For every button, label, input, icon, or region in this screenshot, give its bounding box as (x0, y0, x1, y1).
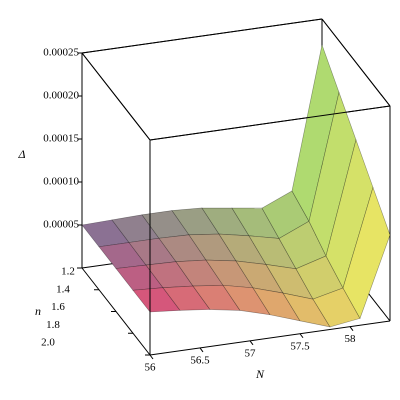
x-tick (249, 340, 254, 346)
x-tick-label: 58 (345, 333, 357, 345)
z-tick-label: 0.00025 (43, 47, 79, 59)
box-edge (321, 18, 391, 107)
y-axis-label: n (35, 304, 41, 318)
x-tick (199, 347, 204, 353)
box-edge (149, 105, 391, 141)
x-tick-label: 57.5 (290, 340, 310, 352)
y-tick-label: 1.8 (46, 319, 60, 331)
y-tick-label: 1.4 (56, 283, 70, 295)
z-tick-label: 0.00020 (43, 90, 79, 102)
z-tick-label: 0.00015 (43, 133, 79, 145)
z-axis-label: Δ (17, 147, 25, 161)
x-tick (149, 354, 154, 360)
z-tick-label: 0.00010 (43, 176, 79, 188)
y-tick-label: 1.6 (51, 301, 65, 313)
x-tick (349, 326, 354, 331)
x-tick-label: 56.5 (190, 354, 210, 366)
z-tick-label: 0.00005 (43, 219, 79, 231)
x-tick-label: 56 (145, 362, 157, 374)
x-tick-label: 57 (245, 347, 257, 359)
box-edge (81, 52, 151, 141)
y-tick-label: 1.2 (61, 266, 75, 278)
x-axis-label: N (255, 367, 265, 381)
box-edge (81, 18, 323, 54)
surface-patch (342, 186, 391, 320)
y-tick-label: 2.0 (41, 337, 55, 349)
x-tick (299, 333, 304, 339)
